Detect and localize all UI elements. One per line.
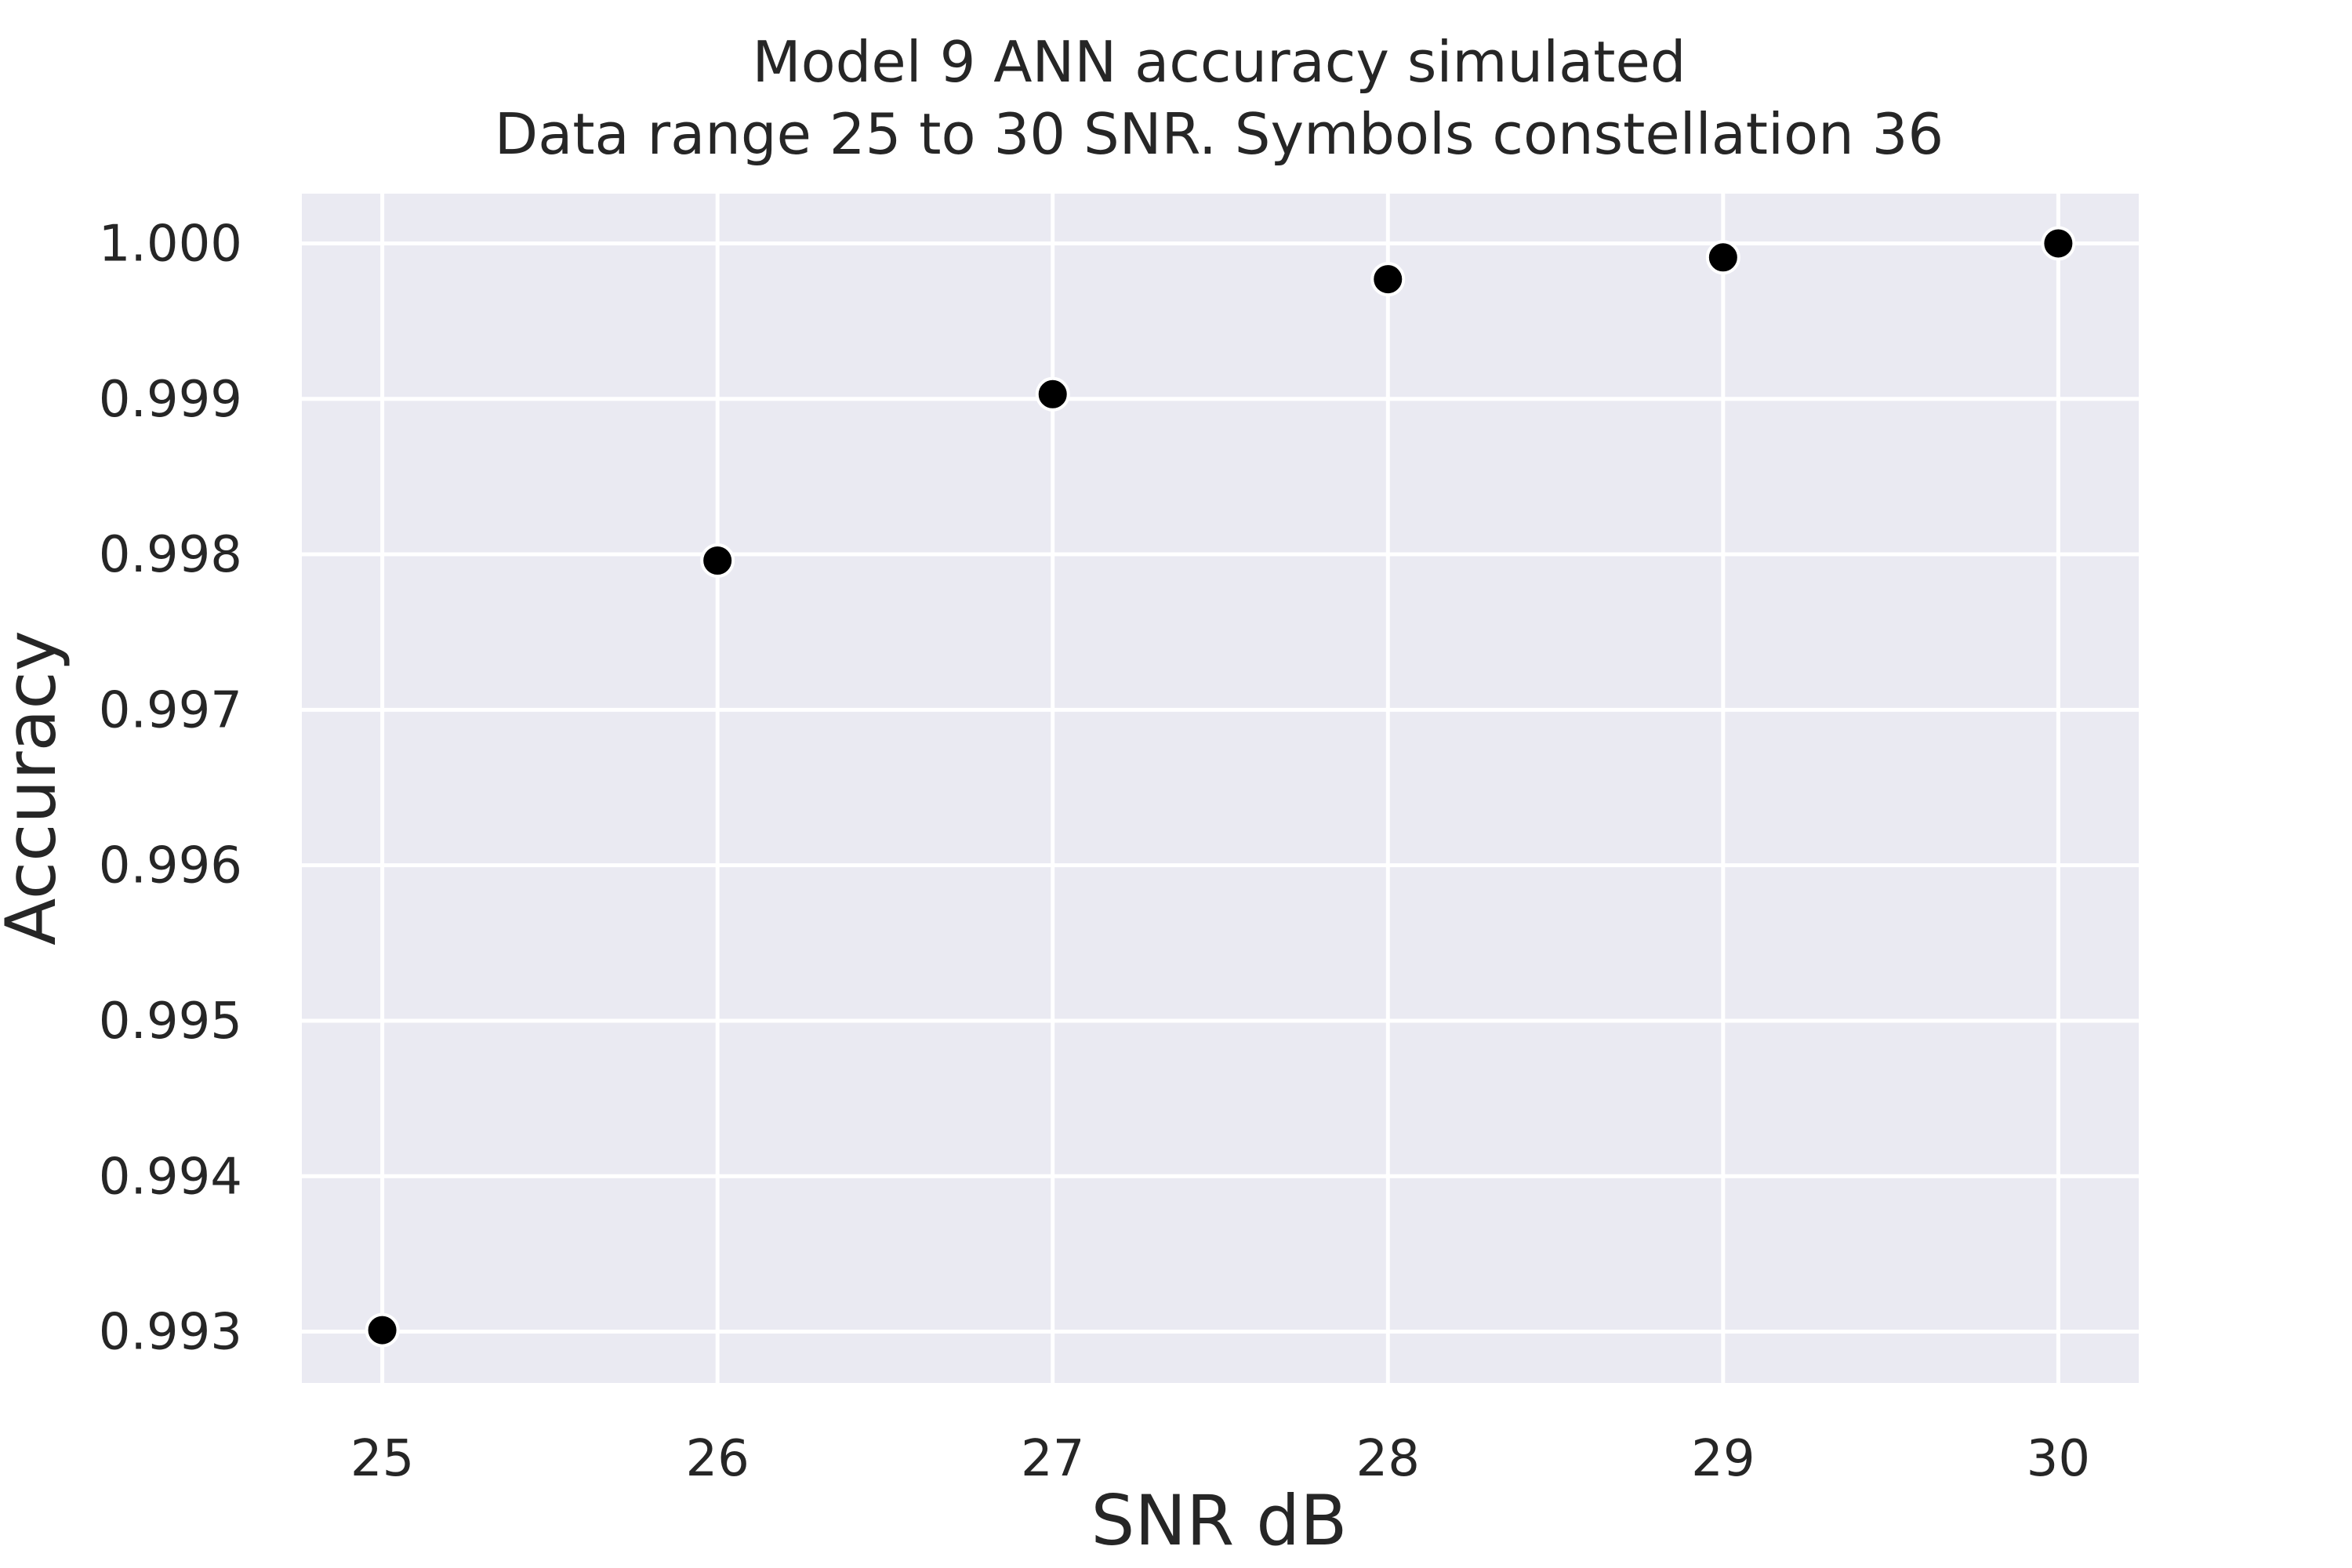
chart-title: Model 9 ANN accuracy simulated	[753, 29, 1686, 95]
data-point	[1370, 262, 1406, 297]
y-tick-label: 0.995	[99, 993, 242, 1051]
x-tick-label: 26	[685, 1430, 749, 1488]
y-tick-labels: 0.993 0.994 0.995 0.996 0.997 0.998 0.999 1.000	[99, 215, 242, 1361]
plot-area	[302, 194, 2139, 1383]
y-tick-label: 0.993	[99, 1304, 242, 1362]
x-axis-label: SNR dB	[1091, 1480, 1347, 1561]
data-points	[365, 226, 2076, 1348]
x-tick-label: 28	[1356, 1430, 1420, 1488]
y-tick-label: 1.000	[99, 215, 242, 273]
data-point	[1035, 376, 1070, 412]
y-tick-label: 0.994	[99, 1148, 242, 1206]
x-tick-label: 29	[1691, 1430, 1755, 1488]
x-tick-labels: 25 26 27 28 29 30	[350, 1430, 2090, 1488]
data-point	[1705, 240, 1740, 275]
y-tick-label: 0.998	[99, 526, 242, 584]
y-axis-label: Accuracy	[0, 630, 71, 946]
y-tick-label: 0.996	[99, 837, 242, 895]
x-tick-label: 30	[2027, 1430, 2090, 1488]
y-tick-label: 0.999	[99, 371, 242, 429]
x-tick-label: 27	[1021, 1430, 1084, 1488]
grid-lines	[302, 194, 2139, 1383]
data-point	[2041, 226, 2076, 261]
data-point	[365, 1312, 400, 1348]
x-tick-label: 25	[350, 1430, 414, 1488]
y-tick-label: 0.997	[99, 681, 242, 739]
data-point	[700, 543, 735, 578]
chart-subtitle: Data range 25 to 30 SNR. Symbols constel…	[495, 101, 1944, 167]
